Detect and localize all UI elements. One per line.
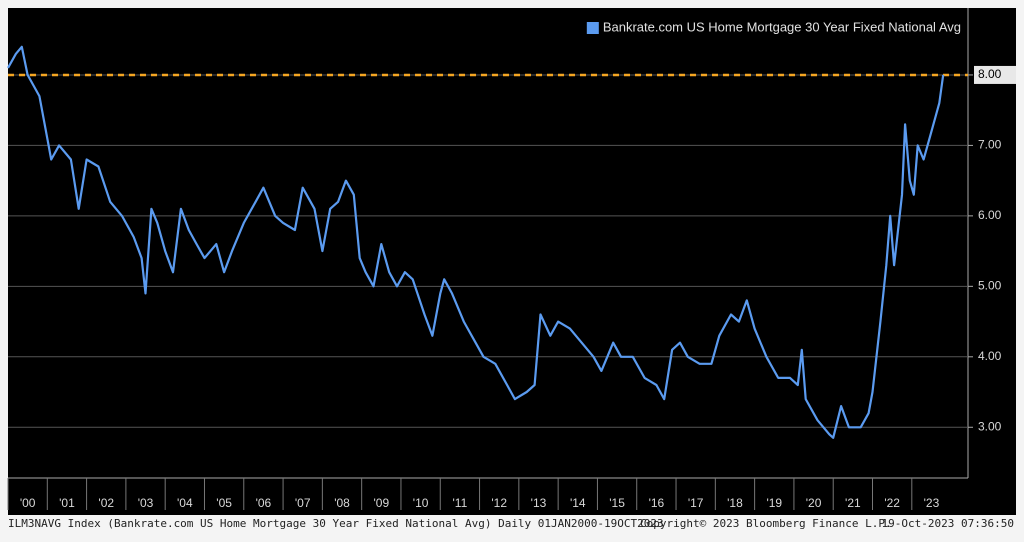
background	[8, 8, 1016, 515]
x-tick-label: '04	[177, 496, 193, 510]
x-tick-label: '21	[845, 496, 861, 510]
x-tick-label: '09	[373, 496, 389, 510]
y-tick-label: 8.00	[978, 67, 1002, 81]
x-tick-label: '14	[570, 496, 586, 510]
x-tick-label: '01	[59, 496, 75, 510]
x-tick-label: '20	[806, 496, 822, 510]
footer-left: ILM3NAVG Index (Bankrate.com US Home Mor…	[8, 517, 664, 530]
x-tick-label: '06	[256, 496, 272, 510]
x-tick-label: '07	[295, 496, 311, 510]
last-value-box	[974, 65, 1016, 84]
x-tick-label: '22	[884, 496, 900, 510]
y-tick-label: 5.00	[978, 279, 1002, 293]
x-tick-label: '03	[138, 496, 154, 510]
y-tick-label: 6.00	[978, 208, 1002, 222]
x-tick-label: '05	[216, 496, 232, 510]
x-tick-label: '10	[413, 496, 429, 510]
line-series	[7, 45, 945, 439]
x-tick-label: '18	[727, 496, 743, 510]
y-tick-label: 3.00	[978, 419, 1002, 433]
x-tick-label: '00	[20, 496, 36, 510]
x-tick-label: '12	[491, 496, 507, 510]
x-tick-label: '23	[924, 496, 940, 510]
x-tick-label: '13	[531, 496, 547, 510]
x-tick-label: '08	[334, 496, 350, 510]
footer-right: 19-Oct-2023 07:36:50	[882, 517, 1014, 530]
x-tick-label: '02	[98, 496, 114, 510]
legend-label: Bankrate.com US Home Mortgage 30 Year Fi…	[603, 19, 961, 34]
y-tick-label: 4.00	[978, 349, 1002, 363]
x-tick-label: '17	[688, 496, 704, 510]
y-tick-label: 7.00	[978, 138, 1002, 152]
x-tick-label: '16	[649, 496, 665, 510]
x-tick-label: '15	[609, 496, 625, 510]
x-tick-label: '19	[766, 496, 782, 510]
x-tick-label: '11	[453, 496, 468, 510]
footer-center: Copyright© 2023 Bloomberg Finance L.P.	[640, 517, 892, 530]
legend-swatch	[586, 22, 599, 34]
